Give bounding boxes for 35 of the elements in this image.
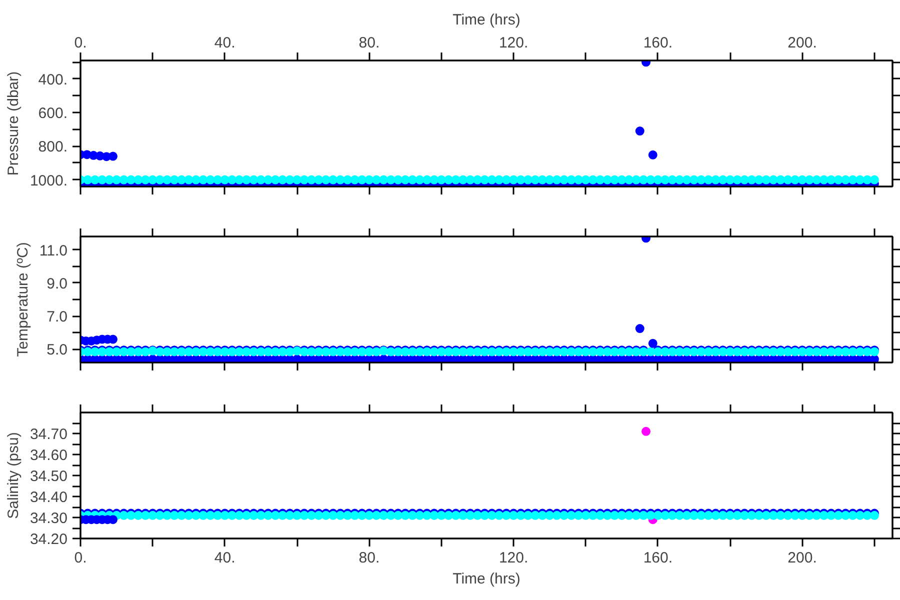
y-axis-title: Temperature (ºC): [14, 242, 32, 357]
y-tick-label: 34.20: [30, 531, 68, 548]
y-tick-label: 7.0: [46, 308, 68, 326]
y-tick-label: 34.40: [30, 489, 68, 506]
y-tick-label: 400.: [38, 71, 68, 88]
x-tick-label: 120.: [498, 34, 528, 52]
x-tick-label: 160.: [643, 550, 673, 566]
y-tick-label: 34.30: [30, 510, 68, 527]
x-tick-label: 40.: [214, 34, 236, 52]
x-tick-label: 40.: [214, 550, 236, 566]
y-tick-label: 34.70: [30, 426, 68, 443]
point: [648, 150, 658, 160]
x-axis-title: Time (hrs): [452, 570, 520, 588]
y-tick-label: 11.0: [39, 242, 68, 260]
y-tick-label: 1000.: [30, 172, 68, 190]
x-tick-label: 200.: [788, 550, 817, 566]
y-tick-label: 34.60: [30, 447, 68, 464]
point: [635, 324, 644, 334]
x-tick-label: 120.: [498, 550, 528, 566]
y-tick-label: 5.0: [46, 342, 68, 359]
y-axis-title: Pressure (dbar): [4, 71, 22, 176]
x-tick-label: 160.: [643, 34, 673, 52]
y-axis-title: Salinity (psu): [4, 432, 22, 519]
y-tick-label: 800.: [38, 138, 68, 156]
point: [635, 126, 644, 136]
x-axis-title: Time (hrs): [452, 12, 520, 28]
x-tick-label: 0.: [74, 34, 87, 52]
x-tick-label: 0.: [74, 550, 87, 566]
y-tick-label: 9.0: [46, 275, 68, 292]
x-tick-label: 200.: [788, 34, 817, 52]
point: [648, 338, 658, 348]
y-tick-label: 600.: [38, 105, 68, 122]
x-tick-label: 80.: [358, 34, 380, 52]
y-tick-label: 34.50: [30, 468, 68, 485]
x-tick-label: 80.: [358, 550, 380, 566]
